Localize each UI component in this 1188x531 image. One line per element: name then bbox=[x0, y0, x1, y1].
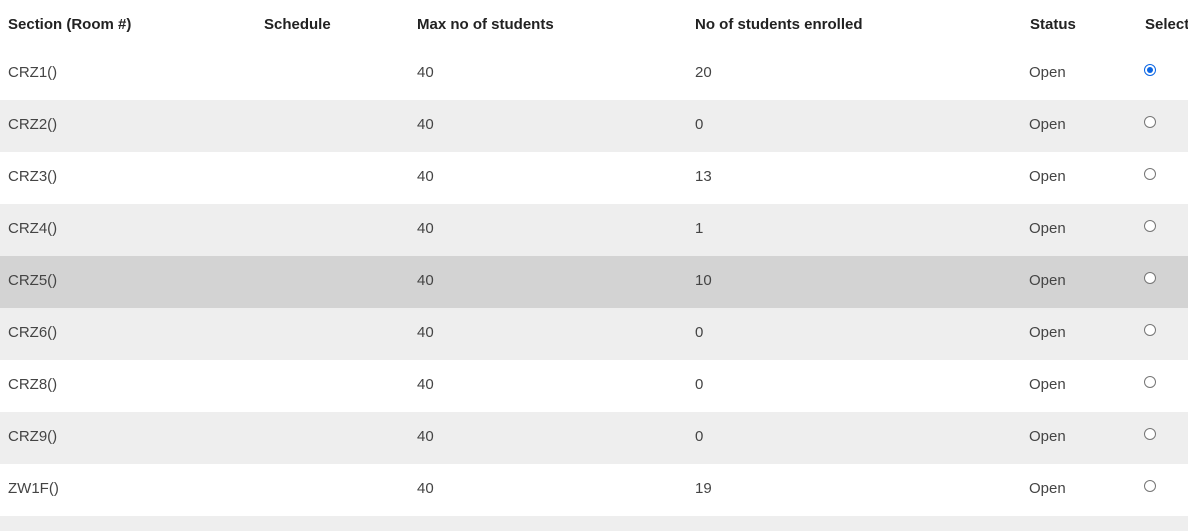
max-students-cell: 40 bbox=[417, 272, 434, 289]
max-students-cell: 40 bbox=[417, 168, 434, 185]
table-row[interactable]: CRZ8() 40 0 Open bbox=[0, 360, 1188, 412]
section-cell: CRZ2() bbox=[8, 116, 58, 133]
max-students-cell: 40 bbox=[417, 428, 434, 445]
status-cell: Open bbox=[1029, 220, 1066, 237]
header-schedule: Schedule bbox=[264, 16, 331, 33]
status-cell: Open bbox=[1029, 376, 1066, 393]
section-cell: CRZ3() bbox=[8, 168, 58, 185]
enrolled-cell: 13 bbox=[695, 168, 712, 185]
status-cell: Open bbox=[1029, 428, 1066, 445]
table-row[interactable]: CRZ6() 40 0 Open bbox=[0, 308, 1188, 360]
table-header: Section (Room #) Schedule Max no of stud… bbox=[0, 0, 1188, 52]
table-row[interactable]: CRZ2() 40 0 Open bbox=[0, 100, 1188, 152]
max-students-cell: 40 bbox=[417, 220, 434, 237]
status-cell: Open bbox=[1029, 168, 1066, 185]
max-students-cell: 40 bbox=[417, 64, 434, 81]
table-row[interactable]: CRZ9() 40 0 Open bbox=[0, 412, 1188, 464]
enrolled-cell: 20 bbox=[695, 64, 712, 81]
enrolled-cell: 0 bbox=[695, 376, 704, 393]
section-cell: CRZ5() bbox=[8, 272, 58, 289]
enrolled-cell: 0 bbox=[695, 116, 704, 133]
header-status: Status bbox=[1030, 16, 1076, 33]
table-row[interactable]: CRZ1() 40 20 Open bbox=[0, 48, 1188, 100]
status-cell: Open bbox=[1029, 64, 1066, 81]
section-cell: CRZ6() bbox=[8, 324, 58, 341]
section-cell: ZW1F() bbox=[8, 480, 59, 497]
select-radio[interactable] bbox=[1144, 116, 1156, 128]
select-radio[interactable] bbox=[1144, 480, 1156, 492]
section-cell: CRZ1() bbox=[8, 64, 58, 81]
status-cell: Open bbox=[1029, 116, 1066, 133]
header-section: Section (Room #) bbox=[8, 16, 132, 33]
header-students-enrolled: No of students enrolled bbox=[695, 16, 863, 33]
select-radio[interactable] bbox=[1144, 220, 1156, 232]
table-row-partial bbox=[0, 516, 1188, 531]
section-cell: CRZ4() bbox=[8, 220, 58, 237]
select-radio[interactable] bbox=[1144, 428, 1156, 440]
select-radio[interactable] bbox=[1144, 64, 1156, 76]
enrolled-cell: 0 bbox=[695, 324, 704, 341]
max-students-cell: 40 bbox=[417, 480, 434, 497]
select-radio[interactable] bbox=[1144, 272, 1156, 284]
header-select: Select bbox=[1145, 16, 1188, 33]
max-students-cell: 40 bbox=[417, 376, 434, 393]
table-row[interactable]: CRZ4() 40 1 Open bbox=[0, 204, 1188, 256]
table-row[interactable]: CRZ5() 40 10 Open bbox=[0, 256, 1188, 308]
status-cell: Open bbox=[1029, 324, 1066, 341]
max-students-cell: 40 bbox=[417, 324, 434, 341]
table-row[interactable]: CRZ3() 40 13 Open bbox=[0, 152, 1188, 204]
enrolled-cell: 19 bbox=[695, 480, 712, 497]
select-radio[interactable] bbox=[1144, 324, 1156, 336]
section-cell: CRZ9() bbox=[8, 428, 58, 445]
status-cell: Open bbox=[1029, 272, 1066, 289]
header-max-students: Max no of students bbox=[417, 16, 554, 33]
status-cell: Open bbox=[1029, 480, 1066, 497]
enrolled-cell: 0 bbox=[695, 428, 704, 445]
max-students-cell: 40 bbox=[417, 116, 434, 133]
table-row[interactable]: ZW1F() 40 19 Open bbox=[0, 464, 1188, 516]
section-cell: CRZ8() bbox=[8, 376, 58, 393]
enrolled-cell: 10 bbox=[695, 272, 712, 289]
enrolled-cell: 1 bbox=[695, 220, 704, 237]
select-radio[interactable] bbox=[1144, 376, 1156, 388]
select-radio[interactable] bbox=[1144, 168, 1156, 180]
